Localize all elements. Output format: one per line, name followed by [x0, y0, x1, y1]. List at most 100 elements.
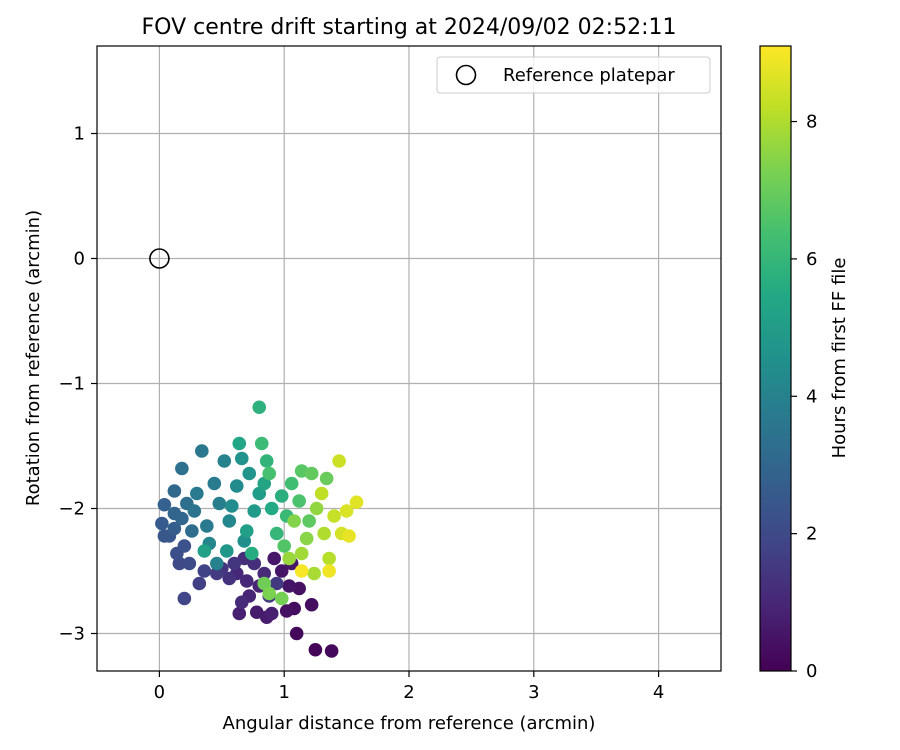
data-point	[292, 494, 306, 508]
data-point	[284, 476, 299, 491]
data-point	[207, 476, 222, 491]
data-point	[177, 539, 192, 553]
data-point	[304, 466, 319, 481]
colorbar-tick-label: 6	[806, 249, 817, 270]
data-point	[279, 604, 294, 618]
data-point	[282, 579, 296, 593]
data-point	[294, 564, 309, 578]
colorbar-frame	[759, 45, 792, 672]
data-point	[155, 516, 169, 531]
x-tick-label: 1	[278, 682, 289, 703]
data-point	[177, 591, 192, 606]
data-point	[224, 499, 239, 513]
data-point	[262, 586, 277, 601]
data-point	[322, 551, 336, 566]
data-point	[274, 564, 289, 578]
x-axis-label: Angular distance from reference (arcmin)	[223, 713, 596, 734]
data-point	[222, 514, 237, 528]
x-tick-label: 4	[653, 682, 664, 703]
colorbar-label: Hours from first FF file	[829, 258, 850, 459]
y-axis-label: Rotation from reference (arcmin)	[23, 210, 44, 506]
data-point	[232, 606, 247, 621]
data-point	[319, 471, 334, 486]
data-point	[197, 564, 212, 578]
data-point	[259, 454, 274, 468]
data-point	[269, 526, 284, 541]
x-tick-label: 0	[154, 682, 165, 703]
data-point	[277, 539, 292, 553]
data-point	[227, 556, 242, 571]
data-point	[175, 511, 189, 526]
data-point	[282, 551, 296, 566]
data-point	[167, 484, 182, 498]
data-point	[185, 524, 199, 538]
data-point	[342, 529, 356, 543]
legend-label: Reference platepar	[503, 65, 675, 86]
data-points	[155, 400, 364, 658]
data-point	[210, 556, 224, 571]
legend: Reference platepar	[436, 56, 711, 94]
data-point	[167, 521, 182, 536]
data-point	[239, 524, 254, 538]
data-point	[182, 556, 197, 571]
y-tick-label: −1	[58, 374, 85, 395]
colorbar-ticks: 0 2 4 6 8	[791, 112, 817, 682]
y-tick-label: −3	[58, 624, 85, 645]
data-point	[175, 461, 189, 476]
data-point	[317, 526, 331, 541]
data-point	[210, 566, 224, 581]
data-point	[187, 504, 202, 518]
data-point	[239, 574, 254, 588]
data-point	[244, 546, 259, 561]
data-point	[274, 591, 289, 606]
data-point	[309, 501, 324, 516]
data-point	[217, 454, 232, 468]
data-point	[234, 595, 249, 610]
data-point	[219, 544, 234, 558]
data-point	[324, 644, 339, 658]
data-point	[302, 514, 316, 528]
chart-title: FOV centre drift starting at 2024/09/02 …	[142, 15, 677, 40]
grid	[97, 46, 721, 671]
data-point	[287, 514, 301, 528]
data-point	[190, 486, 204, 501]
data-point	[307, 566, 321, 581]
data-point	[249, 605, 264, 620]
data-point	[349, 495, 364, 510]
legend-box	[436, 56, 711, 94]
data-point	[322, 564, 336, 578]
data-point	[262, 466, 277, 481]
data-point	[197, 544, 212, 558]
data-point	[222, 571, 237, 586]
data-point	[252, 400, 267, 415]
data-point	[157, 529, 172, 543]
data-point	[257, 566, 272, 581]
colorbar: 0 2 4 6 8 Hours from first FF file	[759, 45, 850, 682]
data-point	[327, 509, 341, 523]
data-point	[200, 519, 214, 533]
y-tick-label: 1	[74, 124, 85, 145]
legend-marker-icon	[455, 64, 477, 86]
data-point	[299, 531, 314, 546]
data-point	[308, 642, 323, 657]
x-axis-ticks: 0 1 2 3 4	[154, 671, 664, 703]
data-point	[234, 451, 249, 466]
data-point	[339, 504, 354, 518]
data-point	[267, 551, 282, 566]
x-tick-label: 3	[528, 682, 539, 703]
data-point	[332, 454, 346, 468]
data-point	[314, 486, 329, 501]
colorbar-tick-label: 8	[806, 112, 817, 133]
data-point	[232, 436, 247, 451]
data-point	[254, 436, 269, 451]
data-point	[304, 597, 319, 612]
data-point	[264, 501, 279, 516]
colorbar-gradient	[760, 46, 791, 671]
y-axis-ticks: 1 0 −1 −2 −3	[58, 124, 97, 645]
y-tick-label: 0	[74, 249, 85, 270]
y-tick-label: −2	[58, 499, 85, 520]
data-point	[192, 576, 207, 591]
colorbar-tick-label: 2	[806, 524, 817, 545]
data-point	[269, 576, 284, 591]
